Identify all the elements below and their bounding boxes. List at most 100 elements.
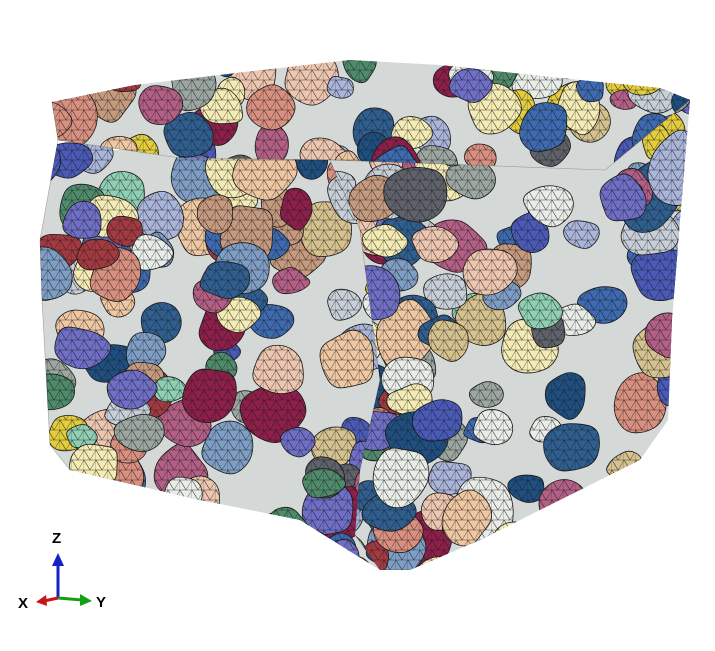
model-edge-2: [329, 159, 381, 571]
aggregate-particle: [507, 474, 545, 503]
aggregate-particle: [136, 191, 184, 242]
aggregate-particle: [613, 372, 667, 434]
aggregate-particle: [246, 84, 296, 131]
aggregate-particle: [588, 511, 646, 549]
aggregate-particle: [319, 532, 357, 570]
aggregate-particle: [544, 372, 586, 420]
model-edge-0: [39, 101, 71, 471]
aggregate-particle: [113, 414, 165, 453]
aggregate-particle: [563, 220, 600, 249]
aggregate-particle: [668, 60, 690, 76]
aggregate-particle: [462, 248, 518, 296]
aggregate-particle: [641, 514, 690, 553]
aggregate-particle: [326, 76, 354, 99]
aggregate-particle: [319, 329, 374, 389]
aggregate-particle: [76, 238, 120, 271]
aggregate-particle: [538, 479, 590, 542]
aggregate-particle: [412, 145, 459, 170]
aggregate-particle: [607, 60, 642, 72]
aggregate-particle: [52, 101, 73, 141]
aggregate-particle: [383, 167, 448, 223]
aggregate-particle: [196, 194, 234, 235]
aggregate-particle: [519, 102, 568, 153]
aggregate-particle: [599, 173, 647, 222]
aggregate-particle: [630, 248, 688, 301]
aggregate-particle: [272, 267, 311, 295]
aggregate-particle: [40, 140, 62, 185]
aggregate-particle: [468, 381, 504, 408]
aggregate-particle: [163, 112, 214, 158]
aggregate-particle: [46, 476, 101, 514]
aggregate-particle: [40, 246, 73, 301]
aggregate-particle: [670, 353, 690, 381]
aggregate-particle: [543, 423, 600, 472]
aggregate-particle: [69, 443, 118, 487]
aggregate-particle: [472, 409, 514, 446]
axis-triad: Z Y X: [18, 530, 106, 612]
aggregate-particle: [40, 373, 75, 411]
model-edge-1: [57, 99, 691, 171]
aggregate-particle: [427, 319, 469, 362]
aggregate-particle: [361, 224, 409, 258]
aggregate-particle: [376, 298, 437, 370]
aggregate-particle: [517, 292, 563, 330]
aggregate-particle: [254, 124, 289, 167]
aggregate-particle: [52, 60, 65, 79]
aggregate-particle: [211, 60, 240, 78]
y-axis-label: Y: [96, 594, 106, 611]
aggregate-particle: [411, 399, 463, 442]
aggregate-particle: [54, 326, 112, 370]
aggregate-particle: [164, 476, 203, 512]
aggregate-particle: [180, 521, 215, 557]
aggregate-particle: [417, 556, 463, 570]
z-axis-label: Z: [52, 530, 61, 547]
aggregate-particle: [575, 76, 604, 103]
aggregate-particle: [619, 493, 660, 532]
aggregate-particle: [182, 368, 237, 423]
aggregate-particle: [52, 60, 69, 75]
mesh-overlay: [39, 99, 691, 571]
aggregate-particle: [279, 187, 313, 231]
aggregate-particle: [287, 530, 333, 570]
x-axis-label: X: [18, 595, 28, 612]
aggregate-particle: [239, 382, 307, 444]
model-left-face: [40, 140, 380, 570]
aggregate-particle: [428, 461, 472, 495]
y-axis-icon: [57, 594, 92, 606]
aggregate-particle: [464, 143, 497, 170]
aggregate-particle: [66, 424, 98, 449]
aggregate-particle: [342, 60, 377, 84]
aggregate-particle: [199, 261, 251, 299]
aggregate-particle: [252, 344, 304, 395]
aggregate-particle: [279, 427, 316, 458]
aggregate-particle: [62, 200, 102, 239]
aggregate-particle: [138, 85, 184, 126]
aggregate-particle: [683, 128, 690, 159]
aggregate-particle: [315, 553, 348, 570]
z-axis-icon: [52, 553, 64, 598]
aggregate-particle: [523, 185, 574, 228]
aggregate-particle: [153, 376, 187, 403]
aggregate-particle: [133, 60, 175, 79]
aggregate-particle: [609, 60, 651, 87]
aggregate-particle: [423, 273, 468, 310]
aggregate-particle: [445, 156, 496, 200]
aggregate-particle: [225, 60, 271, 72]
aggregate-particle: [130, 234, 174, 271]
aggregate-particle: [552, 60, 600, 80]
aggregate-particle: [411, 226, 459, 263]
aggregate-particle: [420, 492, 458, 531]
aggregate-particle: [441, 489, 493, 547]
aggregate-particle: [372, 447, 430, 509]
x-axis-icon: [36, 595, 59, 606]
aggregate-particle: [302, 468, 346, 499]
aggregate-particle: [327, 288, 362, 321]
aggregate-particle: [448, 67, 493, 103]
aggregate-particle: [106, 215, 143, 247]
aggregate-particle: [372, 145, 422, 170]
aggregate-particle: [201, 420, 254, 475]
aggregate-particle: [106, 369, 158, 410]
aggregate-particle: [105, 65, 142, 92]
